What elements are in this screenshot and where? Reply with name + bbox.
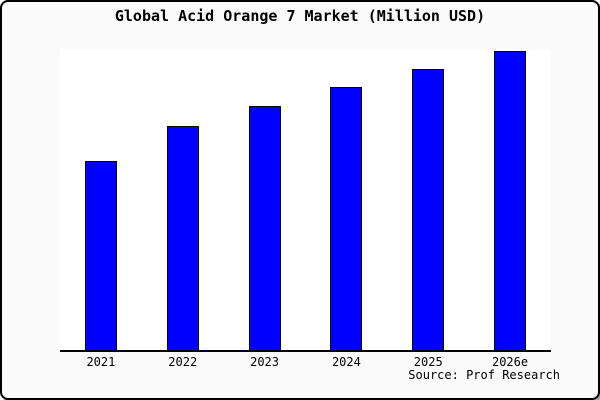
x-tick-label-2022: 2022 (168, 355, 198, 369)
x-tick-label-2026e: 2026e (491, 355, 529, 369)
bar-2026e (494, 50, 527, 350)
bar-slot (305, 49, 387, 350)
bar-2025 (412, 68, 445, 350)
bar-slot (224, 49, 306, 350)
bars (60, 49, 551, 350)
x-axis-labels: 2021 2022 2023 2024 2025 2026e (60, 352, 551, 369)
bar-2023 (248, 106, 281, 350)
chart-title: Global Acid Orange 7 Market (Million USD… (114, 7, 486, 25)
x-tick-label-2025: 2025 (413, 355, 443, 369)
x-tick-label-2023: 2023 (250, 355, 280, 369)
source-credit: Source: Prof Research (408, 368, 560, 382)
bar-slot (142, 49, 224, 350)
x-tick-label-2024: 2024 (331, 355, 361, 369)
bar-2021 (84, 161, 117, 350)
bar-slot (469, 49, 551, 350)
bar-2022 (166, 125, 199, 350)
x-tick-label-2021: 2021 (86, 355, 116, 369)
bar-2024 (330, 86, 363, 350)
plot-area (60, 49, 551, 352)
bar-slot (60, 49, 142, 350)
bar-slot (387, 49, 469, 350)
